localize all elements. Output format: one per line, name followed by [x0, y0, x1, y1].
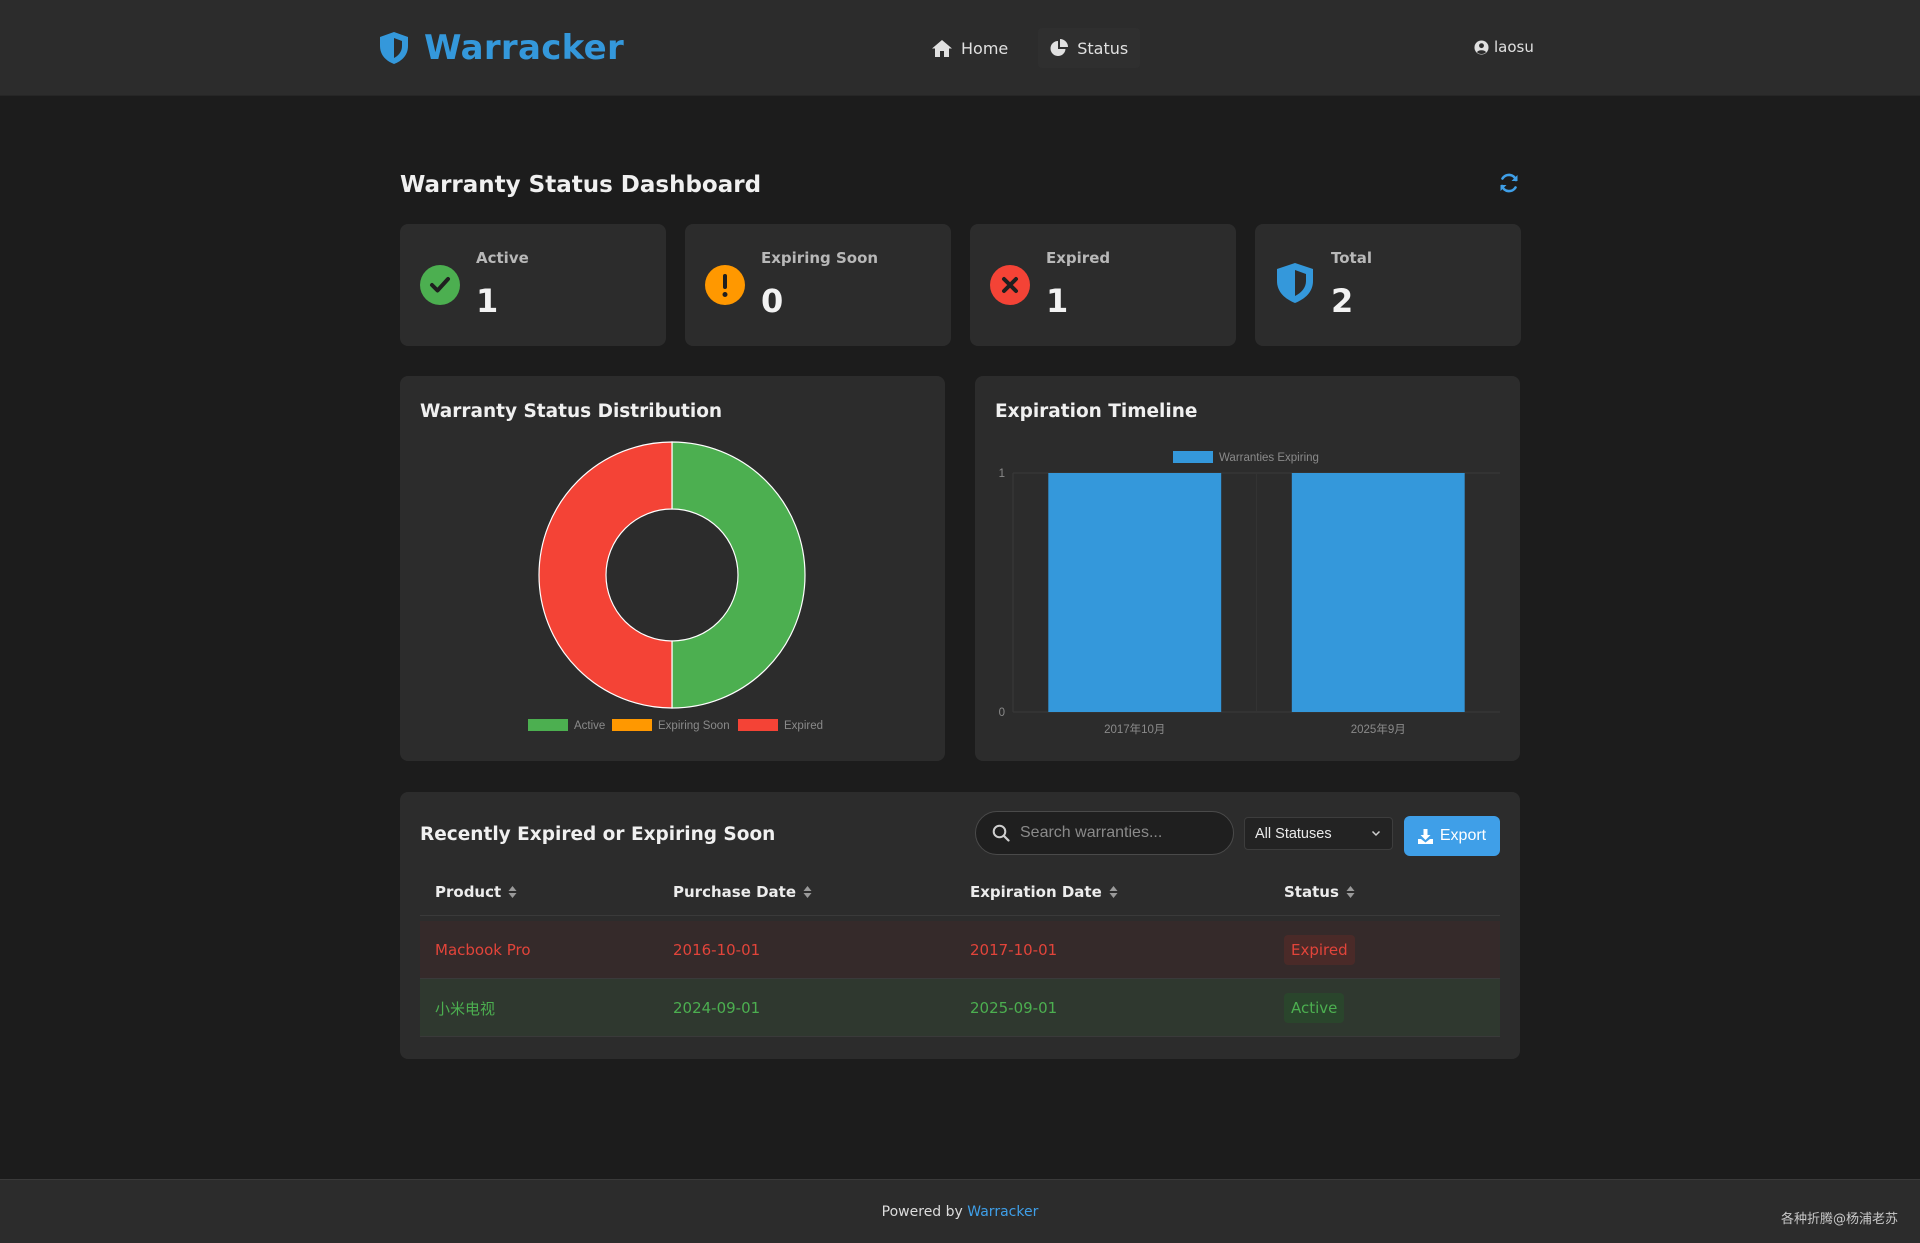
- cell-product: 小米电视: [435, 999, 496, 1018]
- expiration-timeline-panel: Expiration Timeline 0 1 2017年10月 2025年9月 W…: [975, 376, 1520, 761]
- card-label: Active: [476, 249, 529, 267]
- y-tick-label: 1: [999, 468, 1005, 480]
- card-value: 1: [1046, 282, 1069, 320]
- chart-title: Expiration Timeline: [995, 401, 1198, 422]
- card-label: Expired: [1046, 249, 1111, 267]
- column-label: Status: [1284, 883, 1339, 901]
- card-value: 0: [761, 282, 784, 320]
- status-filter-value: All Statuses: [1255, 825, 1332, 842]
- table-title: Recently Expired or Expiring Soon: [420, 824, 776, 845]
- summary-card-expired: Expired 1: [970, 224, 1236, 346]
- home-icon: [932, 39, 952, 57]
- footer-credit: Powered by Warracker: [0, 1204, 1920, 1220]
- sort-icon: [1346, 886, 1355, 898]
- export-label: Export: [1439, 827, 1487, 844]
- refresh-button[interactable]: [1498, 172, 1522, 196]
- column-label: Product: [435, 883, 502, 901]
- footer: Powered by Warracker 各种折腾@杨浦老苏: [0, 1179, 1920, 1243]
- export-button[interactable]: Export: [1404, 816, 1500, 856]
- recent-warranties-panel: Recently Expired or Expiring Soon All St…: [400, 792, 1520, 1059]
- summary-card-expiring-soon: Expiring Soon 0: [685, 224, 951, 346]
- y-tick-label: 0: [999, 707, 1005, 719]
- bar-1[interactable]: [1291, 473, 1465, 712]
- search-field[interactable]: [975, 811, 1234, 855]
- x-circle-icon: [990, 265, 1030, 305]
- brand-name: Warracker: [424, 28, 625, 68]
- refresh-icon: [1500, 173, 1518, 193]
- exclamation-circle-icon: [705, 265, 745, 305]
- card-value: 1: [476, 282, 499, 320]
- nav-home[interactable]: Home: [920, 28, 1020, 68]
- legend-swatch: [1173, 451, 1213, 463]
- card-value: 2: [1331, 282, 1354, 320]
- cell-purchase-date: 2016-10-01: [673, 941, 761, 959]
- table-row[interactable]: Macbook Pro 2016-10-01 2017-10-01 Expire…: [420, 921, 1500, 979]
- status-donut-chart: Active Expiring Soon Expired: [528, 441, 823, 732]
- bar-0[interactable]: [1048, 473, 1222, 712]
- column-header-purchase-date[interactable]: Purchase Date: [673, 868, 812, 916]
- status-badge: Active: [1284, 993, 1345, 1023]
- expiration-bar-chart: 0 1 2017年10月 2025年9月 Warranties Expiring: [999, 451, 1500, 736]
- legend-label-active: Active: [574, 720, 605, 732]
- column-label: Purchase Date: [673, 883, 797, 901]
- chevron-down-icon: [1371, 830, 1381, 837]
- legend-swatch-active: [528, 719, 568, 731]
- username: laosu: [1494, 38, 1534, 56]
- column-header-expiration-date[interactable]: Expiration Date: [970, 868, 1118, 916]
- legend-swatch-expired: [738, 719, 778, 731]
- shield-icon: [1277, 263, 1313, 303]
- sort-icon: [803, 886, 812, 898]
- check-circle-icon: [420, 265, 460, 305]
- cell-product: Macbook Pro: [435, 941, 531, 959]
- status-distribution-panel: Warranty Status Distribution Active Expir…: [400, 376, 945, 761]
- cell-expiration-date: 2017-10-01: [970, 941, 1058, 959]
- search-icon: [992, 824, 1010, 842]
- legend-label: Warranties Expiring: [1219, 452, 1319, 464]
- nav-status[interactable]: Status: [1038, 28, 1141, 68]
- column-label: Expiration Date: [970, 883, 1102, 901]
- top-navbar: Warracker Home Status laosu: [0, 0, 1920, 96]
- status-filter-select[interactable]: All Statuses: [1244, 817, 1393, 850]
- chart-title: Warranty Status Distribution: [420, 401, 723, 422]
- x-tick-label: 2025年9月: [1351, 722, 1406, 736]
- sort-icon: [1109, 886, 1118, 898]
- sort-icon: [508, 886, 517, 898]
- user-circle-icon: [1474, 39, 1489, 55]
- nav-status-label: Status: [1077, 38, 1129, 58]
- status-badge: Expired: [1284, 935, 1355, 965]
- legend-swatch-expiring-soon: [612, 719, 652, 731]
- donut-slice-active[interactable]: [671, 441, 806, 709]
- main-nav: Home Status: [920, 28, 1158, 68]
- cell-status: Active: [1284, 979, 1345, 1037]
- page-title: Warranty Status Dashboard: [400, 172, 762, 198]
- legend-label-expiring-soon: Expiring Soon: [658, 720, 730, 732]
- column-header-status[interactable]: Status: [1284, 868, 1355, 916]
- donut-slice-expired[interactable]: [538, 441, 673, 709]
- card-label: Total: [1331, 249, 1372, 267]
- table-row[interactable]: 小米电视 2024-09-01 2025-09-01 Active: [420, 979, 1500, 1037]
- x-tick-label: 2017年10月: [1104, 722, 1165, 736]
- search-input[interactable]: [1020, 824, 1220, 842]
- cell-expiration-date: 2025-09-01: [970, 999, 1058, 1017]
- watermark: 各种折腾@杨浦老苏: [1780, 1212, 1898, 1227]
- legend-label-expired: Expired: [784, 720, 823, 732]
- shield-icon: [380, 32, 408, 64]
- footer-link[interactable]: Warracker: [967, 1204, 1039, 1220]
- brand[interactable]: Warracker: [378, 28, 624, 68]
- nav-home-label: Home: [961, 38, 1009, 58]
- summary-card-total: Total 2: [1255, 224, 1521, 346]
- download-icon: [1417, 828, 1433, 844]
- footer-prefix: Powered by: [881, 1204, 963, 1220]
- column-header-product[interactable]: Product: [435, 868, 517, 916]
- cell-purchase-date: 2024-09-01: [673, 999, 761, 1017]
- summary-card-active: Active 1: [400, 224, 666, 346]
- pie-chart-icon: [1050, 39, 1069, 56]
- cell-status: Expired: [1284, 921, 1355, 979]
- user-menu[interactable]: laosu: [1474, 38, 1534, 56]
- table-header: Product Purchase Date Expiration Date St…: [420, 868, 1500, 916]
- card-label: Expiring Soon: [761, 249, 879, 267]
